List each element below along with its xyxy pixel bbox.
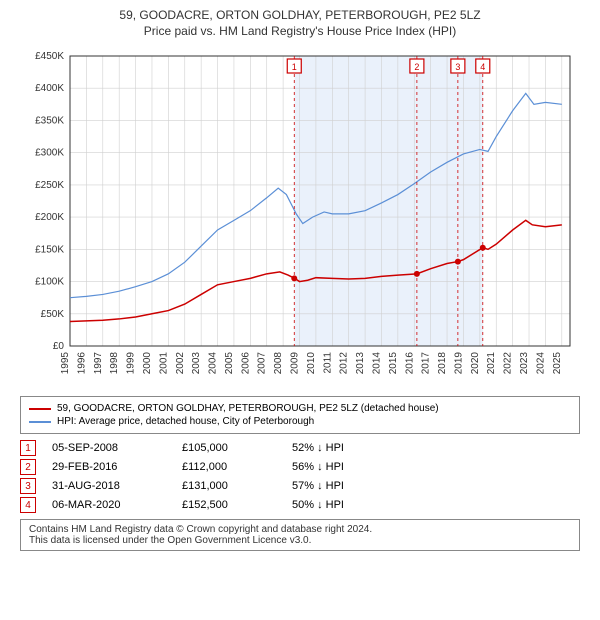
svg-text:£350K: £350K — [35, 115, 64, 126]
svg-text:£50K: £50K — [41, 309, 65, 320]
price-chart: £0 £50K £100K £150K £200K £250K £300K £350K £400… — [20, 46, 580, 386]
svg-text:2017: 2017 — [421, 352, 432, 375]
svg-text:2018: 2018 — [437, 352, 448, 375]
sale-marker: 4 — [20, 497, 36, 513]
svg-text:1998: 1998 — [109, 352, 120, 375]
table-row: 1 05-SEP-2008£105,00052% ↓ HPI — [20, 440, 580, 456]
footer-line1: Contains HM Land Registry data © Crown c… — [29, 524, 571, 535]
svg-text:1995: 1995 — [60, 352, 71, 375]
footer-attribution: Contains HM Land Registry data © Crown c… — [20, 519, 580, 551]
sale-date: 31-AUG-2018 — [52, 480, 182, 492]
svg-text:£150K: £150K — [35, 244, 64, 255]
svg-text:1997: 1997 — [93, 352, 104, 375]
svg-text:£250K: £250K — [35, 180, 64, 191]
svg-text:2024: 2024 — [535, 352, 546, 375]
sale-price: £152,500 — [182, 499, 292, 511]
svg-text:£100K: £100K — [35, 277, 64, 288]
legend-item: 59, GOODACRE, ORTON GOLDHAY, PETERBOROUG… — [29, 403, 571, 414]
svg-text:2004: 2004 — [208, 352, 219, 375]
svg-text:1: 1 — [292, 62, 297, 72]
svg-text:4: 4 — [480, 62, 485, 72]
table-row: 2 29-FEB-2016£112,00056% ↓ HPI — [20, 459, 580, 475]
svg-text:1999: 1999 — [126, 352, 137, 375]
svg-text:2023: 2023 — [519, 352, 530, 375]
table-row: 4 06-MAR-2020£152,50050% ↓ HPI — [20, 497, 580, 513]
svg-text:2012: 2012 — [339, 352, 350, 375]
chart-titles: 59, GOODACRE, ORTON GOLDHAY, PETERBOROUG… — [0, 0, 600, 42]
sale-pct: 57% ↓ HPI — [292, 480, 412, 492]
legend-swatch — [29, 421, 51, 423]
legend-item: HPI: Average price, detached house, City… — [29, 416, 571, 427]
sale-pct: 50% ↓ HPI — [292, 499, 412, 511]
svg-text:2013: 2013 — [355, 352, 366, 375]
svg-text:2009: 2009 — [290, 352, 301, 375]
sale-marker: 3 — [20, 478, 36, 494]
sale-price: £131,000 — [182, 480, 292, 492]
svg-text:£0: £0 — [53, 341, 65, 352]
title-address: 59, GOODACRE, ORTON GOLDHAY, PETERBOROUG… — [10, 8, 590, 22]
svg-text:2011: 2011 — [322, 352, 333, 374]
sale-date: 29-FEB-2016 — [52, 461, 182, 473]
sale-pct: 56% ↓ HPI — [292, 461, 412, 473]
svg-text:2021: 2021 — [486, 352, 497, 375]
svg-text:2015: 2015 — [388, 352, 399, 375]
svg-text:£200K: £200K — [35, 212, 64, 223]
svg-text:£300K: £300K — [35, 148, 64, 159]
svg-text:2007: 2007 — [257, 352, 268, 375]
sale-price: £105,000 — [182, 442, 292, 454]
title-subtitle: Price paid vs. HM Land Registry's House … — [10, 24, 590, 38]
footer-line2: This data is licensed under the Open Gov… — [29, 535, 571, 546]
sale-marker: 2 — [20, 459, 36, 475]
legend-swatch — [29, 408, 51, 410]
svg-text:£400K: £400K — [35, 83, 64, 94]
legend-label: HPI: Average price, detached house, City… — [57, 416, 314, 427]
svg-text:3: 3 — [455, 62, 460, 72]
svg-text:2002: 2002 — [175, 352, 186, 375]
sale-price: £112,000 — [182, 461, 292, 473]
sale-date: 05-SEP-2008 — [52, 442, 182, 454]
svg-text:2008: 2008 — [273, 352, 284, 375]
svg-text:2005: 2005 — [224, 352, 235, 375]
svg-text:£450K: £450K — [35, 51, 64, 62]
svg-text:2000: 2000 — [142, 352, 153, 375]
sale-pct: 52% ↓ HPI — [292, 442, 412, 454]
svg-text:2022: 2022 — [503, 352, 514, 375]
svg-text:2006: 2006 — [240, 352, 251, 375]
svg-text:1996: 1996 — [76, 352, 87, 375]
legend: 59, GOODACRE, ORTON GOLDHAY, PETERBOROUG… — [20, 396, 580, 434]
svg-text:2003: 2003 — [191, 352, 202, 375]
table-row: 3 31-AUG-2018£131,00057% ↓ HPI — [20, 478, 580, 494]
svg-text:2014: 2014 — [371, 352, 382, 375]
svg-text:2020: 2020 — [470, 352, 481, 375]
svg-text:2001: 2001 — [158, 352, 169, 375]
svg-text:2: 2 — [414, 62, 419, 72]
sale-marker: 1 — [20, 440, 36, 456]
sale-date: 06-MAR-2020 — [52, 499, 182, 511]
legend-label: 59, GOODACRE, ORTON GOLDHAY, PETERBOROUG… — [57, 403, 439, 414]
sales-table: 1 05-SEP-2008£105,00052% ↓ HPI 2 29-FEB-201… — [20, 440, 580, 513]
svg-text:2010: 2010 — [306, 352, 317, 375]
svg-text:2019: 2019 — [453, 352, 464, 375]
svg-text:2016: 2016 — [404, 352, 415, 375]
svg-text:2025: 2025 — [552, 352, 563, 375]
